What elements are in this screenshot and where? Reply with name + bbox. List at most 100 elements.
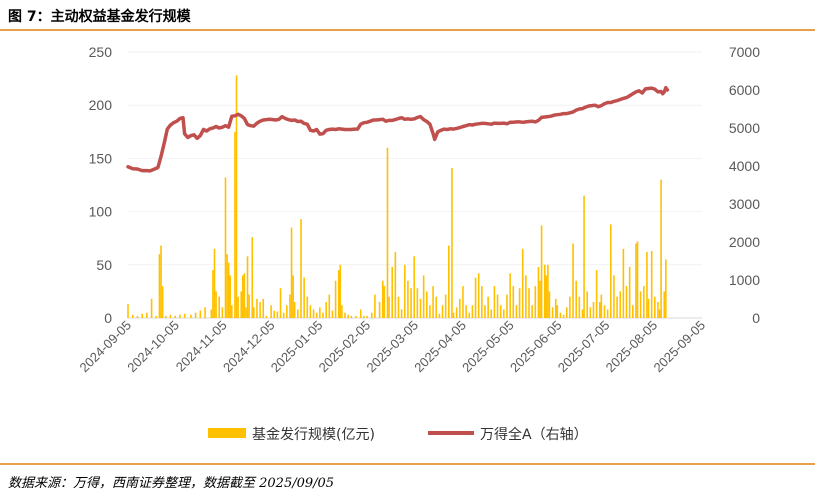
bar — [531, 305, 533, 318]
bar-series — [127, 75, 667, 319]
bar — [331, 310, 334, 318]
bar — [256, 298, 258, 318]
left-tick-label: 0 — [104, 310, 112, 326]
right-tick-label: 1000 — [729, 272, 760, 288]
bar — [400, 309, 403, 318]
bar — [378, 302, 381, 318]
bar — [572, 243, 574, 318]
left-tick-label: 50 — [96, 257, 112, 273]
bar — [419, 298, 422, 318]
bar — [253, 307, 255, 318]
bar — [161, 286, 164, 318]
x-axis: 2024-09-052024-10-052024-11-052024-12-05… — [76, 318, 708, 376]
bar — [388, 296, 390, 318]
legend: 基金发行规模(亿元) 万得全A（右轴） — [208, 426, 588, 443]
bar — [465, 305, 467, 318]
bar — [598, 302, 601, 318]
bottom-divider — [0, 463, 815, 465]
legend-line-label: 万得全A（右轴） — [480, 426, 588, 443]
bar — [237, 296, 239, 318]
bar — [444, 294, 447, 318]
bar — [589, 307, 592, 318]
bar — [158, 254, 161, 318]
bar — [639, 291, 642, 318]
bar — [131, 314, 134, 318]
bar — [270, 305, 272, 318]
bar — [215, 291, 217, 318]
bar — [265, 315, 268, 318]
bar — [471, 305, 474, 318]
bar — [493, 286, 496, 318]
bar — [503, 309, 505, 318]
bar — [344, 312, 346, 318]
bar — [226, 254, 228, 318]
top-divider — [0, 29, 815, 31]
bar — [213, 248, 216, 318]
bar — [160, 245, 162, 318]
bar — [381, 280, 384, 318]
bar — [190, 314, 192, 318]
right-tick-label: 7000 — [729, 44, 760, 60]
bar — [468, 312, 471, 318]
bar — [224, 177, 227, 318]
right-tick-label: 4000 — [729, 158, 760, 174]
bar — [210, 309, 213, 318]
chart: 0 50 100 150 200 250 0 1000 2000 3000 4000 5000 600… — [76, 44, 760, 443]
bar — [169, 314, 172, 318]
bar — [562, 314, 565, 318]
bar — [515, 305, 518, 318]
bar — [221, 307, 224, 318]
bar — [586, 291, 588, 318]
left-axis: 0 50 100 150 200 250 — [89, 44, 113, 326]
left-tick-label: 250 — [89, 44, 113, 60]
bar — [575, 280, 577, 318]
bar — [416, 288, 419, 318]
bar — [632, 305, 634, 318]
bar — [578, 296, 581, 318]
bar — [300, 219, 302, 318]
bar — [565, 307, 568, 318]
bar — [337, 270, 340, 318]
bar — [240, 291, 243, 318]
bar — [303, 277, 305, 318]
bar — [279, 288, 282, 318]
right-tick-label: 6000 — [729, 82, 760, 98]
bar — [487, 296, 489, 318]
bar — [286, 305, 288, 318]
bar — [322, 312, 324, 318]
bar — [246, 256, 249, 318]
bar — [407, 280, 409, 318]
bar — [528, 288, 530, 318]
bar — [556, 305, 559, 318]
bar — [363, 315, 365, 318]
bar — [647, 298, 650, 318]
bar — [628, 266, 631, 318]
bar — [525, 275, 527, 318]
bar — [512, 286, 515, 318]
bar — [543, 264, 546, 318]
bar — [474, 277, 477, 318]
bar — [309, 305, 312, 318]
bar — [359, 309, 362, 318]
bar — [521, 248, 524, 318]
bar — [537, 266, 540, 318]
bar — [559, 312, 562, 318]
bar — [432, 286, 434, 318]
bar — [518, 288, 521, 318]
bar — [643, 286, 645, 318]
x-tick-label: 2025-09-05 — [650, 318, 708, 376]
bar — [127, 304, 129, 318]
bar — [665, 259, 667, 318]
bar — [422, 275, 425, 318]
bar — [654, 296, 656, 318]
figure-title: 图 7：主动权益基金发行规模 — [8, 9, 191, 25]
bar — [136, 315, 139, 318]
bar — [212, 270, 214, 318]
bar — [179, 314, 181, 318]
bar — [657, 302, 659, 318]
bar — [403, 264, 406, 318]
bar — [490, 309, 493, 318]
line-path — [126, 85, 670, 173]
right-tick-label: 5000 — [729, 120, 760, 136]
bar — [622, 248, 625, 318]
